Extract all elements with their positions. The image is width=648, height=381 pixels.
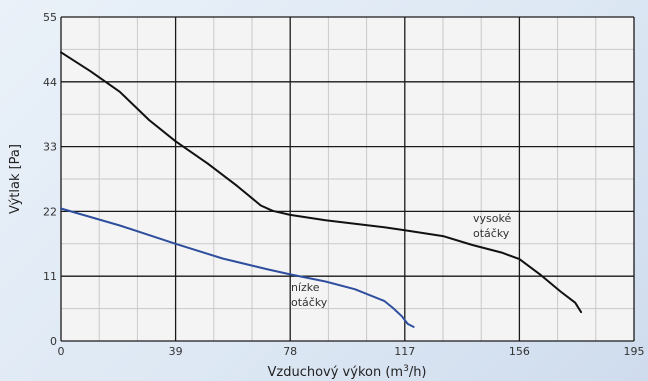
tick-labels: 0 39 78 117 156 195 0 11 22 33 44 55 <box>43 11 645 358</box>
y-tick-label: 11 <box>43 270 57 283</box>
y-axis-title: Výtlak [Pa] <box>8 144 23 214</box>
x-tick-label: 39 <box>169 345 183 358</box>
x-tick-label: 78 <box>283 345 297 358</box>
x-tick-label: 117 <box>394 345 415 358</box>
y-tick-label: 22 <box>43 205 57 218</box>
x-tick-label: 195 <box>624 345 645 358</box>
grid <box>60 16 635 342</box>
y-tick-label: 0 <box>50 335 57 348</box>
x-tick-label: 0 <box>58 345 65 358</box>
series-lines <box>60 51 583 328</box>
high-speed-label-line-1: vysoké <box>473 212 511 225</box>
high-speed-curve <box>60 51 583 314</box>
low-speed-curve <box>60 207 415 328</box>
x-axis-title-main: Vzduchový výkon (m <box>267 365 403 380</box>
low-speed-label-line-1: nízke <box>291 281 320 294</box>
y-tick-label: 33 <box>43 141 57 154</box>
high-speed-label-line-2: otáčky <box>473 227 510 240</box>
x-tick-label: 156 <box>509 345 530 358</box>
x-axis-title: Vzduchový výkon (m3/h) <box>267 364 426 380</box>
y-tick-label: 55 <box>43 11 57 24</box>
y-tick-label: 44 <box>43 76 57 89</box>
x-axis-title-superscript: 3 <box>403 364 409 374</box>
low-speed-label-line-2: otáčky <box>291 296 328 309</box>
x-axis-title-unit: /h) <box>409 365 427 380</box>
